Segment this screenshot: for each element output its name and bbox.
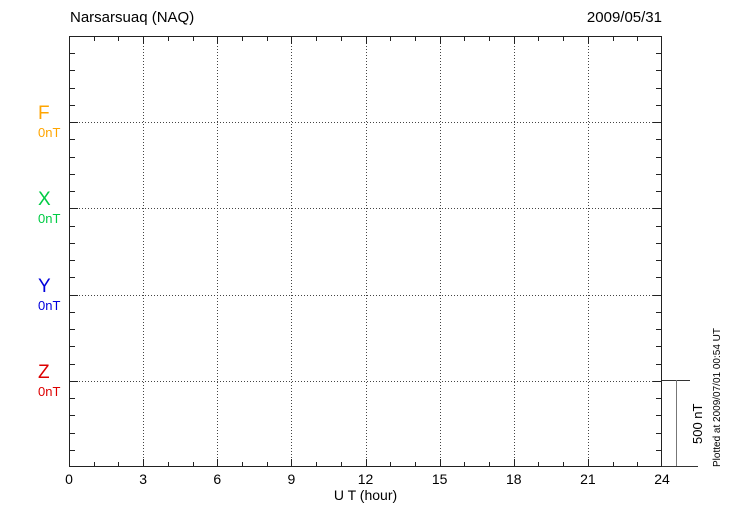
x-tick-label-21: 21 — [580, 471, 596, 487]
component-label-X: X — [38, 189, 51, 211]
x-tick-label-18: 18 — [505, 471, 522, 487]
chart-title: Narsarsuaq (NAQ) — [70, 9, 195, 26]
x-tick-label-12: 12 — [357, 471, 374, 487]
x-axis-label: U T (hour) — [333, 487, 398, 503]
plotted-at-note: Plotted at 2009/07/01 00:54 UT — [712, 328, 723, 467]
x-tick-label-9: 9 — [287, 471, 296, 487]
plot-area — [69, 36, 662, 467]
x-tick-label-0: 0 — [65, 471, 73, 487]
component-label-Z: Z — [38, 361, 50, 383]
scale-bar-line — [676, 380, 677, 467]
x-tick-label-24: 24 — [654, 471, 670, 487]
component-label-Y: Y — [38, 275, 51, 297]
chart-date: 2009/05/31 — [586, 9, 662, 26]
component-baseline-Y: 0nT — [38, 297, 61, 313]
component-baseline-F: 0nT — [38, 125, 61, 141]
component-baseline-X: 0nT — [38, 211, 61, 227]
bottom-axis-extension — [662, 466, 698, 467]
x-tick-label-3: 3 — [139, 471, 148, 487]
scale-bar-label: 500 nT — [690, 403, 705, 444]
component-baseline-Z: 0nT — [38, 383, 61, 399]
x-tick-label-6: 6 — [213, 471, 222, 487]
component-label-F: F — [38, 103, 50, 125]
x-tick-label-15: 15 — [431, 471, 448, 487]
